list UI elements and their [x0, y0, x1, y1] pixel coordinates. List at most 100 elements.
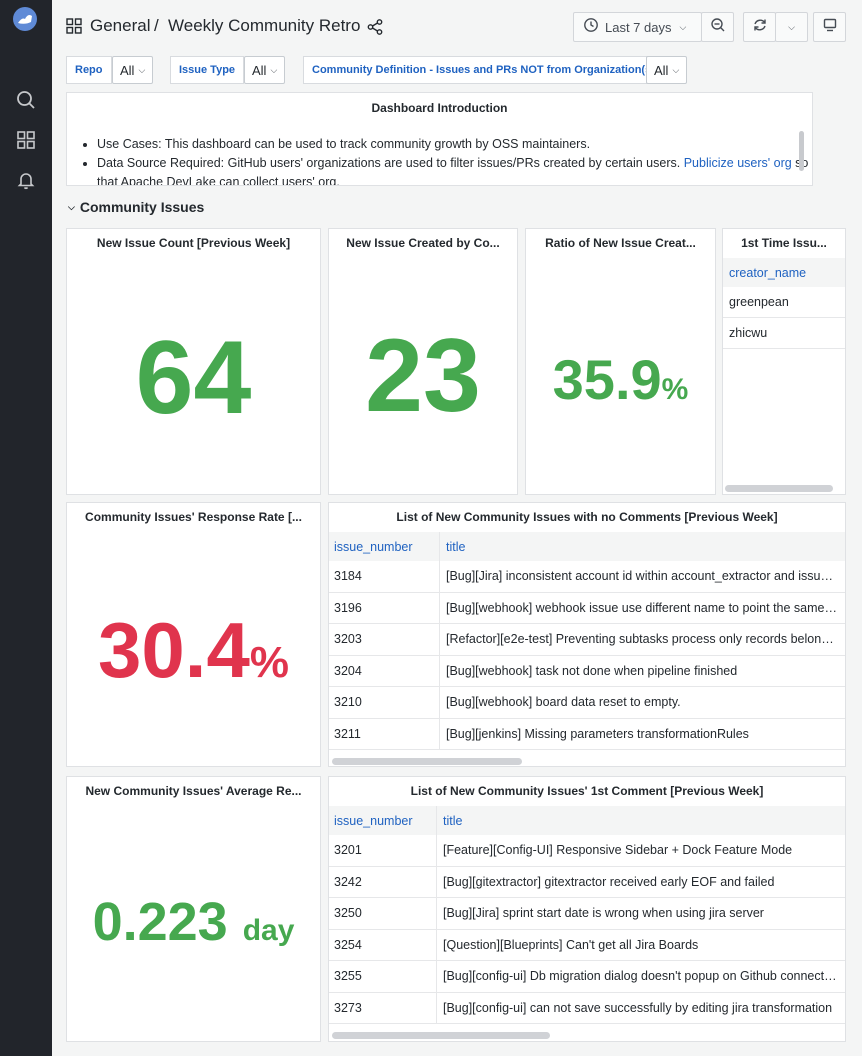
stat-value: 23	[365, 318, 481, 434]
tv-mode-button[interactable]	[813, 12, 846, 42]
title-cell: [Bug][Jira] inconsistent account id with…	[446, 569, 845, 584]
column-header-title[interactable]: title	[446, 539, 466, 554]
table-row[interactable]: 3196 [Bug][webhook] webhook issue use dif…	[329, 592, 845, 624]
devlake-logo-icon[interactable]	[13, 7, 37, 31]
table-row[interactable]: 3273 [Bug][config-ui] can not save succes…	[329, 992, 845, 1024]
column-header-issue-number[interactable]: issue_number	[329, 806, 437, 835]
share-icon[interactable]	[366, 18, 384, 36]
publicize-org-link[interactable]: Publicize users' org	[683, 156, 792, 170]
variable-label-repo: Repo	[66, 56, 112, 84]
scrollbar[interactable]	[725, 485, 833, 492]
panel-title[interactable]: New Community Issues' Average Re...	[85, 784, 302, 798]
stat-value: 30.4	[98, 606, 250, 694]
title-cell: [Bug][config-ui] can not save successful…	[443, 1000, 833, 1015]
table-row[interactable]: 3255 [Bug][config-ui] Db migration dialog…	[329, 961, 845, 993]
stat-value: 35.9	[552, 348, 662, 411]
panel-average-response: New Community Issues' Average Re... 0.22…	[66, 776, 321, 1042]
issue-number-cell: 3203	[329, 624, 440, 655]
top-bar: General / Weekly Community Retro Last 7 …	[52, 0, 862, 54]
zoom-out-icon	[710, 17, 726, 38]
table-row[interactable]: 3201 [Feature][Config-UI] Responsive Side…	[329, 835, 845, 867]
stat-value-wrap: 30.4%	[67, 605, 320, 696]
panel-response-rate: Community Issues' Response Rate [... 30.…	[66, 502, 321, 767]
time-range-label: Last 7 days	[605, 19, 672, 35]
title-cell: [Bug][config-ui] Db migration dialog doe…	[443, 969, 841, 984]
search-icon[interactable]	[14, 88, 38, 112]
intro-list: Use Cases: This dashboard can be used to…	[97, 135, 812, 185]
panel-title[interactable]: List of New Community Issues' 1st Commen…	[410, 784, 764, 798]
table-row[interactable]: 3250 [Bug][Jira] sprint start date is wro…	[329, 898, 845, 930]
table-row[interactable]: 3204 [Bug][webhook] task not done when pi…	[329, 655, 845, 687]
time-range-picker[interactable]: Last 7 days ⌵	[573, 12, 702, 42]
data-table: issue_number title 3201 [Feature][Config-…	[329, 806, 845, 1024]
issue-number-cell: 3196	[329, 592, 440, 623]
variable-select-issue-type[interactable]: All ⌵	[244, 56, 286, 84]
table-row[interactable]: zhicwu	[723, 318, 845, 349]
issue-number-cell: 3242	[329, 866, 437, 897]
title-cell: [Question][Blueprints] Can't get all Jir…	[443, 937, 699, 952]
panel-first-time-issue: 1st Time Issu... creator_name greenpean …	[722, 228, 846, 495]
panel-title[interactable]: 1st Time Issu...	[741, 236, 827, 250]
table-row[interactable]: greenpean	[723, 287, 845, 318]
column-header[interactable]: creator_name	[723, 258, 845, 287]
stat-unit: %	[661, 373, 689, 406]
panel-title[interactable]: List of New Community Issues with no Com…	[396, 510, 778, 524]
scrollbar[interactable]	[332, 1032, 550, 1039]
table-row[interactable]: 3254 [Question][Blueprints] Can't get all…	[329, 929, 845, 961]
column-header-title[interactable]: title	[443, 813, 463, 828]
panel-new-issue-count: New Issue Count [Previous Week] 64	[66, 228, 321, 495]
row-toggle-community-issues[interactable]: ⌵ Community Issues	[68, 199, 204, 215]
panel-title[interactable]: New Issue Count [Previous Week]	[96, 236, 291, 250]
breadcrumb-folder[interactable]: General	[90, 16, 151, 35]
scrollbar[interactable]	[799, 131, 804, 171]
sidebar	[0, 0, 52, 1056]
row-title: Community Issues	[79, 199, 205, 215]
variable-label-issue-type: Issue Type	[170, 56, 245, 84]
panel-issues-first-comment: List of New Community Issues' 1st Commen…	[328, 776, 846, 1042]
table-row[interactable]: 3211 [Bug][jenkins] Missing parameters tr…	[329, 718, 845, 750]
variable-select-community-definition[interactable]: All ⌵	[646, 56, 688, 84]
issue-number-cell: 3204	[329, 655, 440, 686]
table-row[interactable]: 3210 [Bug][webhook] board data reset to e…	[329, 687, 845, 719]
stat-value: 64	[135, 320, 252, 436]
variable-select-repo[interactable]: All ⌵	[112, 56, 154, 84]
stat-value: 0.223	[92, 892, 228, 952]
chevron-down-icon: ⌵	[68, 201, 75, 212]
title-cell: [Bug][jenkins] Missing parameters transf…	[446, 726, 749, 741]
refresh-button[interactable]	[743, 12, 776, 42]
chevron-down-icon: ⌵	[679, 21, 687, 32]
bell-icon[interactable]	[14, 168, 38, 192]
intro-text: Data Source Required: GitHub users' orga…	[97, 156, 684, 170]
variable-value-community-definition: All	[654, 62, 669, 78]
panel-title[interactable]: Ratio of New Issue Creat...	[545, 236, 696, 250]
panel-title[interactable]: New Issue Created by Co...	[346, 236, 500, 250]
table-row[interactable]: 3184 [Bug][Jira] inconsistent account id …	[329, 561, 845, 593]
stat-unit: %	[249, 638, 289, 687]
refresh-interval-dropdown[interactable]: ⌵	[775, 12, 808, 42]
dashboard-title[interactable]: Weekly Community Retro	[168, 16, 361, 35]
panel-title: Dashboard Introduction	[371, 101, 508, 115]
title-cell: [Bug][webhook] task not done when pipeli…	[446, 663, 738, 678]
stat-unit: day	[242, 914, 295, 947]
dashboards-icon[interactable]	[14, 128, 38, 152]
title-cell: [Bug][webhook] webhook issue use differe…	[446, 600, 845, 615]
issue-number-cell: 3273	[329, 992, 437, 1023]
scrollbar[interactable]	[332, 758, 522, 765]
zoom-out-button[interactable]	[701, 12, 734, 42]
panel-title[interactable]: Community Issues' Response Rate [...	[85, 510, 302, 524]
table-row[interactable]: 3203 [Refactor][e2e-test] Preventing subt…	[329, 624, 845, 656]
column-header-issue-number[interactable]: issue_number	[329, 532, 440, 561]
title-cell: [Bug][Jira] sprint start date is wrong w…	[443, 906, 764, 921]
issue-number-cell: 3254	[329, 929, 437, 960]
issue-number-cell: 3201	[329, 835, 437, 866]
stat-value-wrap: 35.9%	[526, 347, 715, 412]
table-header: issue_number title	[329, 806, 845, 835]
monitor-icon	[822, 17, 838, 38]
refresh-icon	[752, 17, 768, 38]
intro-bullet: Use Cases: This dashboard can be used to…	[97, 135, 812, 154]
title-cell: [Refactor][e2e-test] Preventing subtasks…	[446, 632, 845, 647]
issue-number-cell: 3255	[329, 961, 437, 992]
chevron-down-icon: ⌵	[672, 64, 680, 75]
title-cell: [Bug][gitextractor] gitextractor receive…	[443, 874, 775, 889]
table-row[interactable]: 3242 [Bug][gitextractor] gitextractor rec…	[329, 866, 845, 898]
